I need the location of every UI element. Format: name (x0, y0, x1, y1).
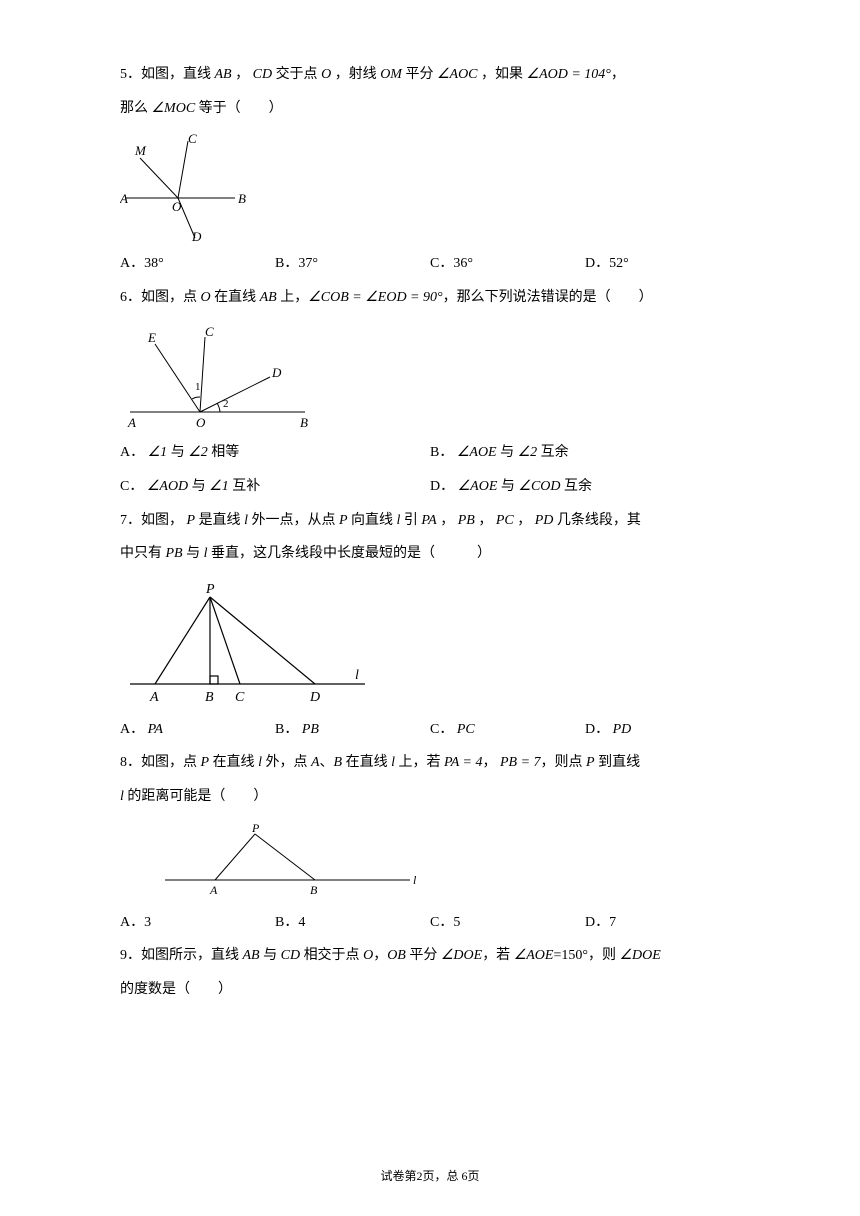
svg-text:C: C (188, 133, 197, 146)
svg-text:O: O (172, 199, 182, 214)
q5-figure: M C A O B D (120, 133, 740, 243)
q5-options: A．38° B．37° C．36° D．52° (120, 247, 740, 281)
q5-opt-c: C．36° (430, 247, 585, 281)
q8-options: A．3 B．4 C．5 D．7 (120, 906, 740, 940)
svg-text:B: B (310, 883, 318, 897)
q9-line2: 的度数是（ ） (120, 973, 740, 1007)
q8-line2: l 的距离可能是（ ） (120, 780, 740, 814)
q7-options: A． PA B． PB C． PC D． PD (120, 713, 740, 747)
q8-opt-b: B．4 (275, 906, 430, 940)
svg-text:A: A (209, 883, 218, 897)
q7-opt-b: B． PB (275, 713, 430, 747)
q5-line2: 那么 ∠MOC 等于（ ） (120, 92, 740, 126)
q8-opt-c: C．5 (430, 906, 585, 940)
svg-text:M: M (134, 143, 147, 158)
q8-opt-a: A．3 (120, 906, 275, 940)
q5-opt-d: D．52° (585, 247, 740, 281)
svg-text:P: P (205, 582, 215, 597)
page-footer: 试卷第2页，总 6页 (0, 1167, 860, 1184)
q5-opt-a: A．38° (120, 247, 275, 281)
q6-options-row2: C． ∠AOD 与 ∠1 互补 D． ∠AOE 与 ∠COD 互余 (120, 470, 740, 504)
svg-text:B: B (238, 191, 246, 206)
svg-text:E: E (147, 330, 156, 345)
svg-text:1: 1 (195, 381, 201, 393)
q7-opt-c: C． PC (430, 713, 585, 747)
q6-opt-a: A． ∠1 与 ∠2 相等 (120, 436, 430, 470)
svg-text:B: B (300, 415, 308, 430)
q6-opt-d: D． ∠AOE 与 ∠COD 互余 (430, 470, 740, 504)
q6-options-row1: A． ∠1 与 ∠2 相等 B． ∠AOE 与 ∠2 互余 (120, 436, 740, 470)
svg-text:C: C (205, 324, 214, 339)
svg-text:2: 2 (223, 398, 229, 410)
q8-opt-d: D．7 (585, 906, 740, 940)
q7-line1: 7．如图， P 是直线 l 外一点，从点 P 向直线 l 引 PA ， PB ，… (120, 504, 740, 538)
svg-text:A: A (127, 415, 136, 430)
q6-opt-b: B． ∠AOE 与 ∠2 互余 (430, 436, 740, 470)
q8-line1: 8．如图，点 P 在直线 l 外，点 A、B 在直线 l 上，若 PA = 4，… (120, 746, 740, 780)
svg-text:l: l (413, 873, 417, 887)
svg-text:O: O (196, 415, 206, 430)
q7-opt-a: A． PA (120, 713, 275, 747)
q7-line2: 中只有 PB 与 l 垂直，这几条线段中长度最短的是（ ） (120, 537, 740, 571)
svg-text:l: l (355, 668, 359, 683)
q5-opt-b: B．37° (275, 247, 430, 281)
svg-text:D: D (191, 229, 202, 243)
svg-text:D: D (309, 690, 320, 705)
q7-figure: P A B C D l (120, 579, 740, 709)
q6-figure: E C D A O B 1 2 (120, 322, 740, 432)
exam-page: 5．如图，直线 AB ， CD 交于点 O ，射线 OM 平分 ∠AOC ，如果… (0, 0, 860, 1006)
svg-text:D: D (271, 365, 282, 380)
q8-figure: P A B l (160, 822, 740, 902)
q7-opt-d: D． PD (585, 713, 740, 747)
svg-text:A: A (120, 191, 128, 206)
q5-line1: 5．如图，直线 AB ， CD 交于点 O ，射线 OM 平分 ∠AOC ，如果… (120, 58, 740, 92)
q6-opt-c: C． ∠AOD 与 ∠1 互补 (120, 470, 430, 504)
q6-line1: 6．如图，点 O 在直线 AB 上，∠COB = ∠EOD = 90°，那么下列… (120, 281, 740, 315)
svg-text:B: B (205, 690, 214, 705)
q9-line1: 9．如图所示，直线 AB 与 CD 相交于点 O，OB 平分 ∠DOE，若 ∠A… (120, 939, 740, 973)
svg-text:A: A (149, 690, 159, 705)
svg-text:P: P (251, 822, 260, 835)
svg-text:C: C (235, 690, 245, 705)
